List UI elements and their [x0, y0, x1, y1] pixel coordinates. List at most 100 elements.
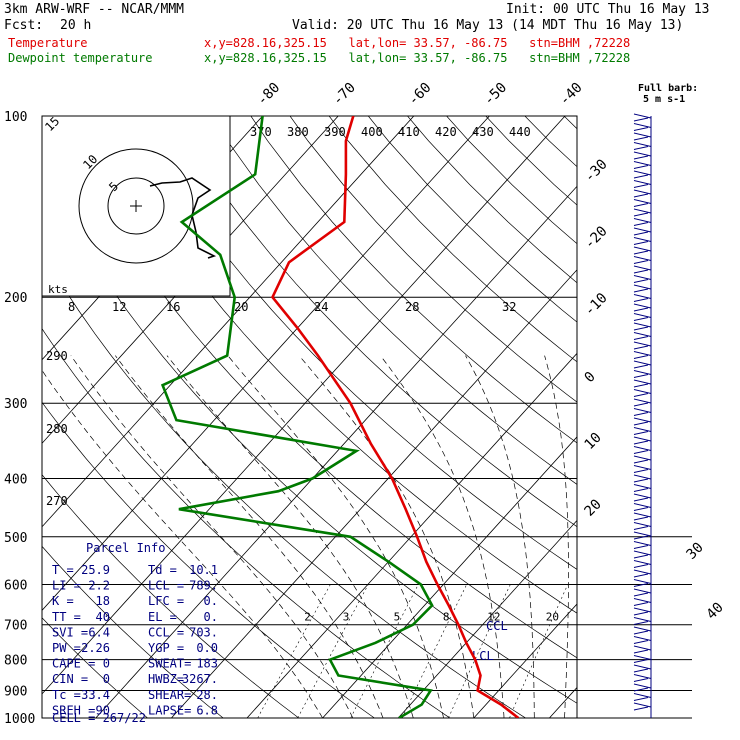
wind-barb [633, 132, 652, 141]
theta-left-label: 290 [46, 349, 68, 363]
hodograph-speed-label: 32 [502, 300, 516, 314]
wind-barb [633, 512, 652, 521]
ccl-label: CCL [486, 619, 508, 633]
dry-adiabat-line [524, 116, 577, 168]
forecast-label: Fcst: [4, 18, 44, 33]
theta-label: 440 [509, 125, 531, 139]
wind-barb [633, 550, 652, 559]
mixing-ratio-label: 3 [343, 611, 350, 624]
wind-barb [633, 123, 652, 131]
wind-legend-line2: 5 m s-1 [643, 94, 685, 105]
hodograph-ring [107, 177, 165, 235]
mixing-ratio-label: 8 [443, 611, 450, 624]
dry-adiabat-line [42, 617, 149, 718]
wind-barb [633, 341, 652, 350]
forecast-hour: 20 h [60, 18, 92, 33]
isotherm-line [397, 519, 577, 718]
wind-barb [633, 588, 652, 597]
mixing-ratio-line [401, 584, 467, 718]
wind-barb [633, 436, 652, 445]
wind-barb [633, 332, 652, 340]
pressure-label: 500 [4, 531, 27, 546]
wind-barb [633, 579, 652, 587]
pressure-label: 600 [4, 578, 27, 593]
isotherm-label: -20 [582, 223, 611, 252]
pressure-label: 900 [4, 684, 27, 699]
wind-legend-line1: Full barb: [638, 83, 698, 94]
theta-label: 380 [287, 125, 309, 139]
moist-adiabat-line [465, 355, 535, 718]
isotherm-label: -40 [557, 80, 586, 109]
wind-barb [633, 379, 652, 388]
hodograph-speed-label: 20 [234, 300, 248, 314]
wind-barb [633, 474, 652, 483]
wind-barb [633, 199, 652, 207]
dry-adiabat-line [367, 116, 577, 323]
wind-barb [633, 493, 652, 502]
moist-adiabat-line [227, 355, 444, 718]
theta-label: 390 [324, 125, 346, 139]
dry-adiabat-line [328, 116, 577, 363]
isotherm-line [170, 269, 577, 718]
wind-barb [633, 161, 652, 169]
theta-label: 400 [361, 125, 383, 139]
pressure-label: 100 [4, 110, 27, 125]
mixing-ratio-label: 2 [304, 611, 311, 624]
wind-barb [633, 360, 652, 369]
wind-barb [633, 227, 652, 236]
wind-barb [633, 569, 652, 578]
moist-adiabat-line [380, 355, 505, 718]
isotherm-line [689, 88, 740, 730]
dewpoint-profile [160, 116, 434, 718]
moist-adiabat-line [70, 355, 354, 718]
mixing-ratio-line [350, 584, 419, 718]
hodograph-speed-label: 8 [68, 300, 75, 314]
mixing-ratio-label: 12 [487, 611, 500, 624]
pressure-label: 1000 [4, 712, 35, 727]
isotherm-label: -80 [254, 80, 283, 109]
wind-barb [633, 256, 652, 264]
pressure-label: 200 [4, 291, 27, 306]
temperature-profile [270, 116, 520, 718]
isotherm-label: -50 [481, 80, 510, 109]
wind-barb [633, 693, 652, 701]
isotherm-label: -60 [405, 80, 434, 109]
pressure-label: 800 [4, 654, 27, 669]
mixing-ratio-line [297, 584, 369, 718]
wind-barb [633, 417, 652, 426]
wind-barb [633, 560, 652, 568]
init-time: Init: 00 UTC Thu 16 May 13 [506, 2, 710, 17]
dry-adiabat-line [42, 474, 300, 718]
wind-barb [633, 607, 652, 616]
wind-barb [633, 151, 652, 160]
isotherm-label: 30 [684, 540, 707, 563]
hodograph-speed-label: 28 [405, 300, 419, 314]
wind-barb [633, 208, 652, 217]
dewpoint-location: x,y=828.16,325.15 lat,lon= 33.57, -86.75… [204, 51, 631, 65]
dry-adiabat-line [42, 171, 577, 704]
wind-barb [633, 702, 652, 711]
valid-time: Valid: 20 UTC Thu 16 May 13 (14 MDT Thu … [292, 18, 684, 33]
wind-barb [633, 645, 652, 654]
wind-barb [633, 674, 652, 682]
wind-barb [633, 522, 652, 530]
isotherm-label: 20 [582, 496, 605, 519]
moist-adiabat-line [544, 355, 569, 718]
wind-barb [633, 294, 652, 302]
wind-barb [633, 351, 652, 359]
mixing-ratio-line [509, 584, 569, 718]
dry-adiabat-line [54, 116, 577, 659]
temperature-location: x,y=828.16,325.15 lat,lon= 33.57, -86.75… [204, 36, 631, 50]
dry-adiabat-line [42, 545, 224, 718]
wind-barb [633, 303, 652, 312]
isotherm-line [42, 116, 415, 528]
mixing-ratio-line [257, 584, 331, 718]
moist-adiabat-line [115, 355, 384, 718]
dry-adiabat-line [574, 89, 740, 731]
wind-barb [633, 683, 652, 692]
hodograph-speed-label: 16 [166, 300, 180, 314]
wind-barb [633, 408, 652, 416]
theta-label: 430 [472, 125, 494, 139]
